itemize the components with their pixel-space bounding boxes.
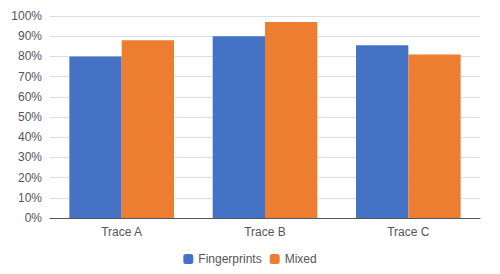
svg-text:Mixed: Mixed xyxy=(285,252,317,266)
svg-text:50%: 50% xyxy=(18,110,42,124)
svg-text:90%: 90% xyxy=(18,29,42,43)
svg-text:20%: 20% xyxy=(18,171,42,185)
svg-text:40%: 40% xyxy=(18,130,42,144)
svg-text:70%: 70% xyxy=(18,70,42,84)
svg-text:Trace B: Trace B xyxy=(244,225,286,239)
svg-text:Trace A: Trace A xyxy=(101,225,142,239)
svg-text:Trace C: Trace C xyxy=(387,225,430,239)
svg-text:100%: 100% xyxy=(11,9,42,23)
svg-text:80%: 80% xyxy=(18,49,42,63)
svg-text:Fingerprints: Fingerprints xyxy=(198,252,261,266)
svg-text:30%: 30% xyxy=(18,150,42,164)
svg-text:10%: 10% xyxy=(18,191,42,205)
svg-text:60%: 60% xyxy=(18,90,42,104)
svg-text:0%: 0% xyxy=(25,211,43,225)
